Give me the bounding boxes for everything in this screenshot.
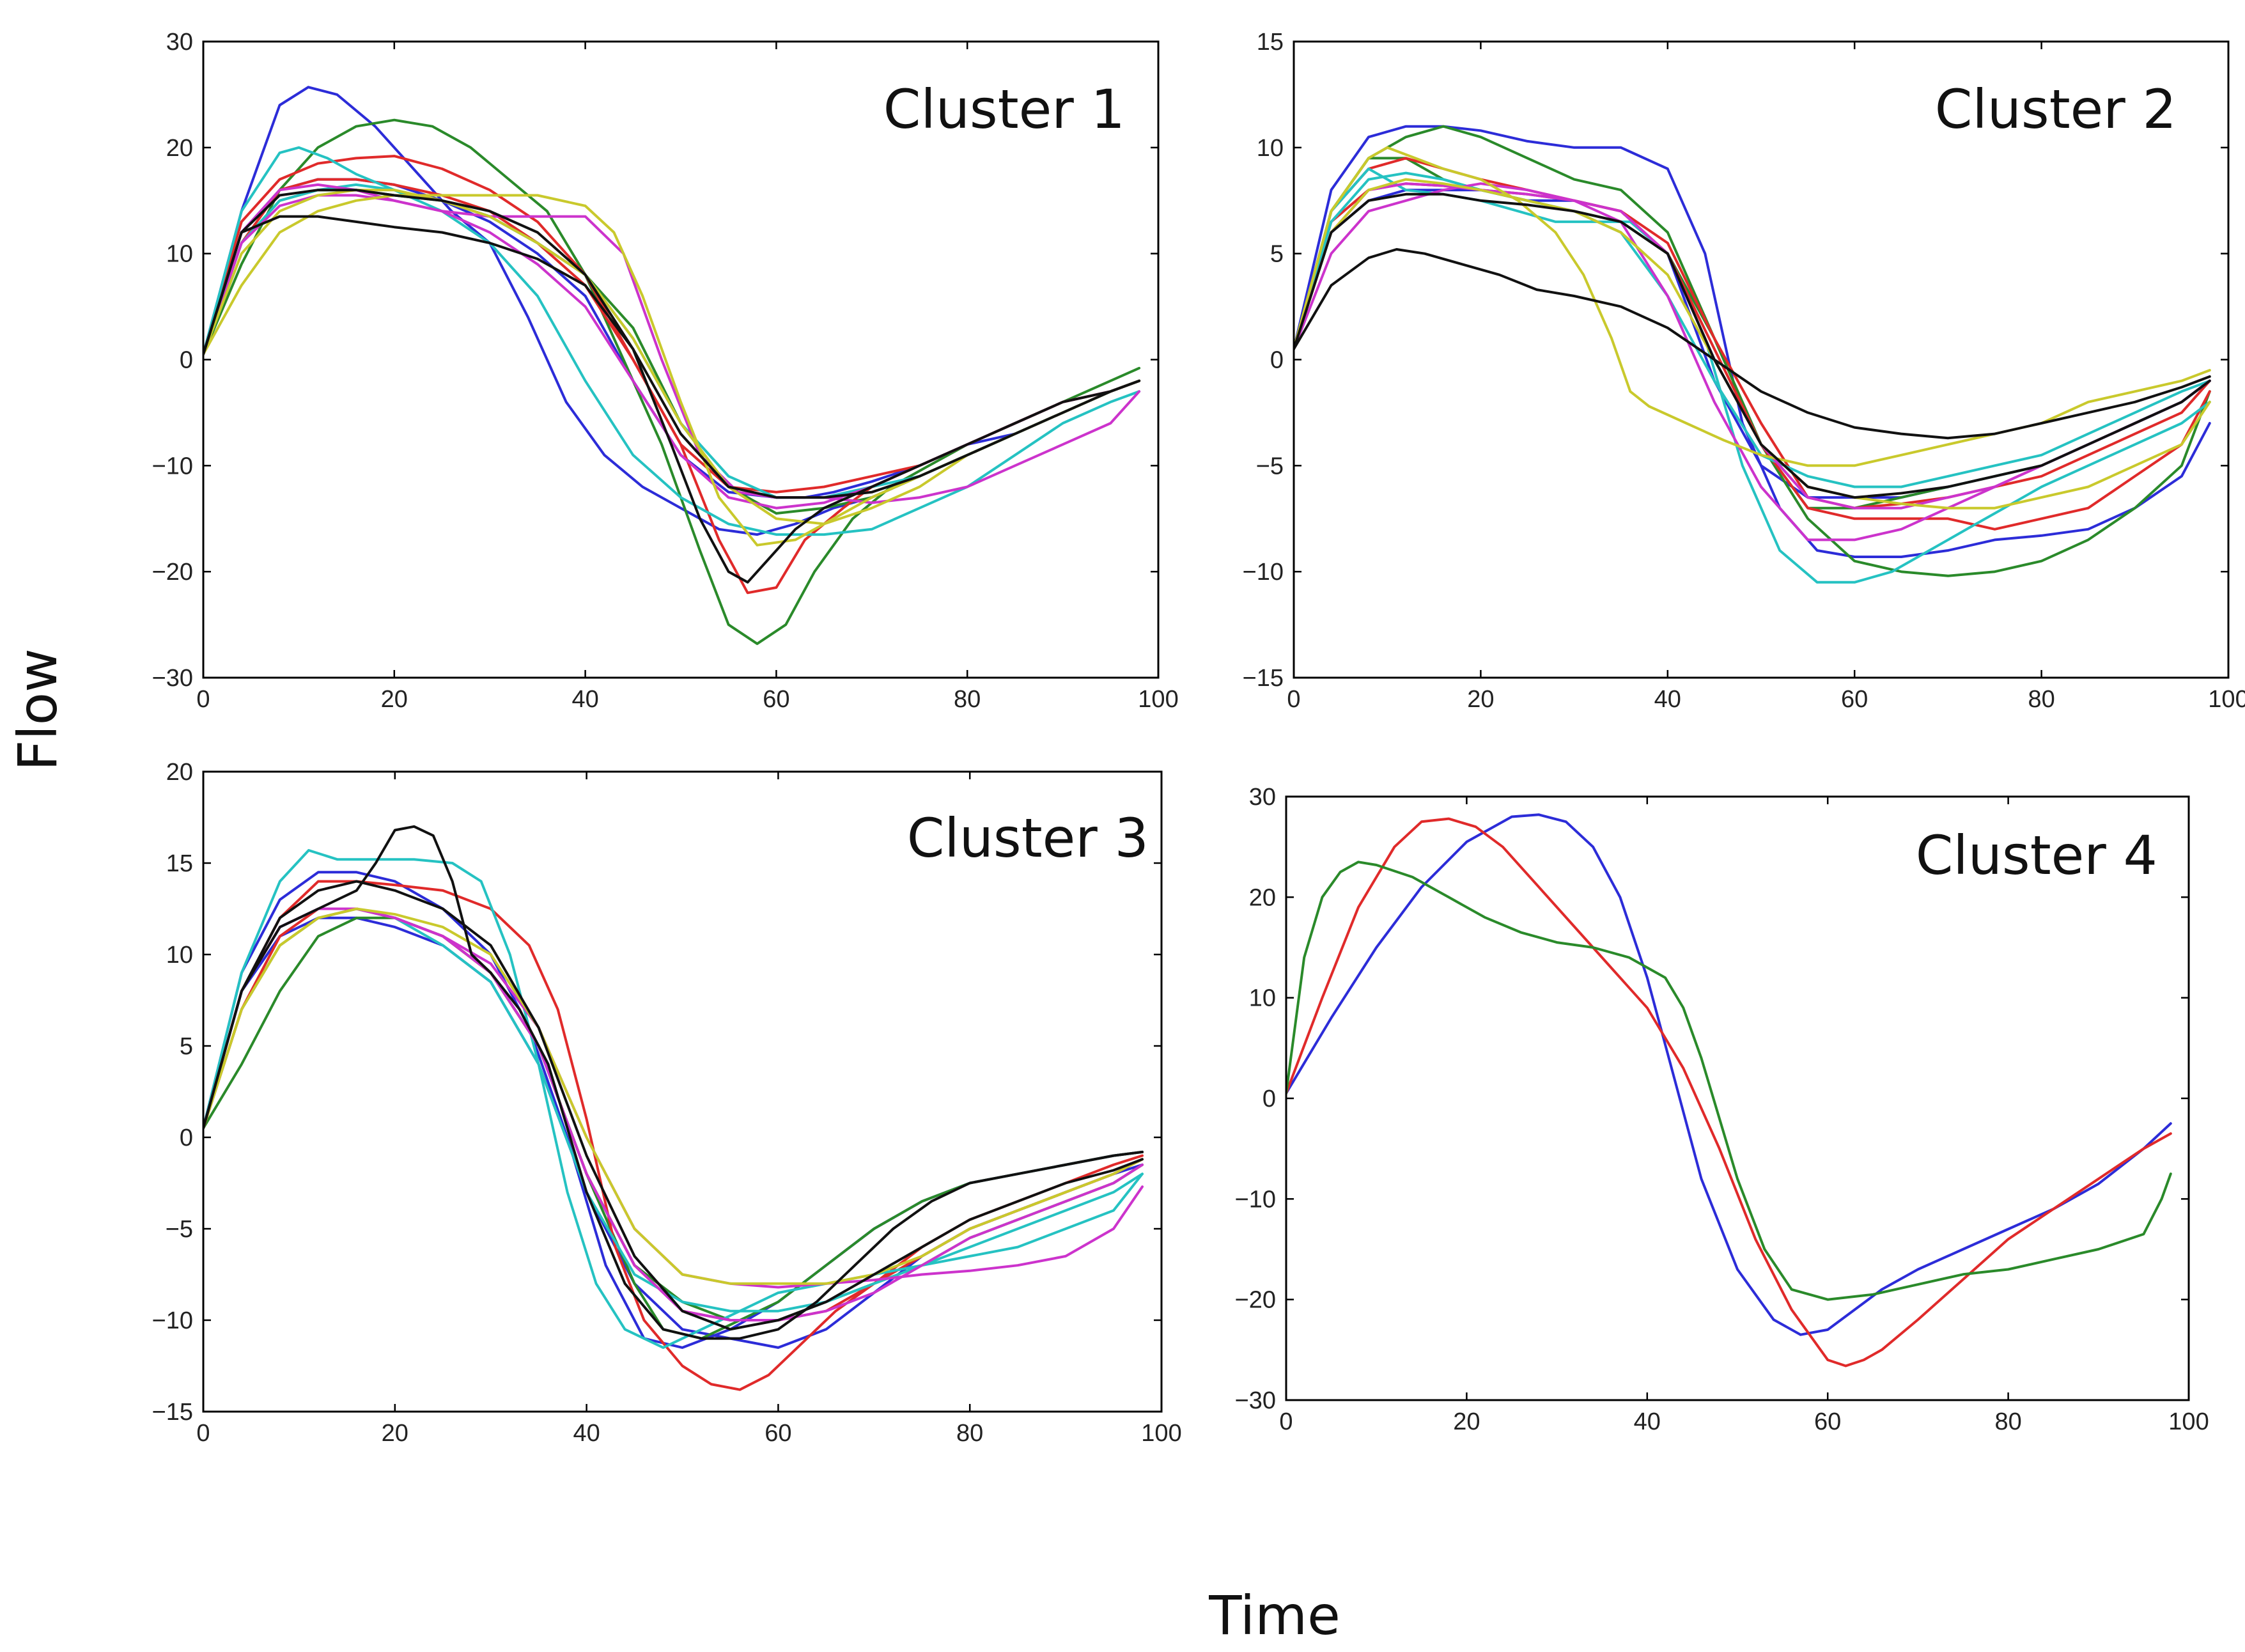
series-line-cyan-1	[203, 849, 1144, 1349]
y-tick-label: −30	[1235, 1387, 1276, 1414]
series-line-magenta-2	[203, 907, 1144, 1321]
x-tick-label: 20	[381, 686, 408, 713]
x-tick-label: 60	[763, 686, 789, 713]
x-tick-label: 60	[1814, 1408, 1841, 1435]
y-tick-label: −20	[1235, 1287, 1276, 1314]
y-tick-label: −15	[152, 1399, 193, 1426]
series-line-black-2	[203, 880, 1144, 1331]
series-line-blue	[1286, 813, 2172, 1336]
series-group	[203, 825, 1144, 1391]
x-tick-label: 0	[1279, 1408, 1293, 1435]
x-tick-label: 20	[382, 1420, 408, 1447]
x-tick-label: 40	[573, 1420, 600, 1447]
series-group	[1294, 125, 2211, 584]
cluster-1-panel: 0 20 40 60 80 100 −30 −20 −10 0 10 20 30 Cluster 1	[152, 29, 1179, 713]
y-tick-label: −10	[152, 453, 193, 479]
x-tick-label: 20	[1453, 1408, 1480, 1435]
x-tick-label: 100	[1138, 686, 1178, 713]
series-line-black-2	[203, 189, 1141, 499]
x-tick-label: 80	[1994, 1408, 2021, 1435]
cluster-title: Cluster 1	[883, 78, 1125, 141]
y-tick-label: −10	[1235, 1186, 1276, 1213]
series-line-black-2	[1294, 192, 2211, 499]
series-line-red	[1286, 817, 2172, 1368]
y-tick-label: 15	[1257, 29, 1284, 56]
axes-frame	[202, 770, 1163, 1413]
cluster-3-panel: 0 20 40 60 80 100 −15 −10 −5 0 5 10 15 20 Cluster 3	[152, 759, 1182, 1447]
series-line-green	[1286, 861, 2172, 1301]
x-tick-label: 80	[956, 1420, 983, 1447]
y-tick-label: 10	[1249, 985, 1276, 1012]
series-group	[203, 86, 1141, 645]
y-tick-label: −10	[152, 1307, 193, 1334]
series-line-cyan-1	[203, 146, 1141, 536]
y-tick-label: −5	[1256, 453, 1284, 479]
y-tick-label: 0	[180, 1125, 193, 1151]
cluster-title: Cluster 3	[907, 807, 1149, 869]
y-tick-label: −30	[152, 665, 193, 692]
cluster-title: Cluster 4	[1916, 824, 2157, 887]
x-tick-label: 40	[1654, 686, 1681, 713]
x-tick-label: 40	[1634, 1408, 1661, 1435]
series-line-black-1	[203, 825, 1144, 1340]
x-tick-label: 80	[2028, 686, 2055, 713]
x-tick-label: 0	[196, 1420, 210, 1447]
x-axis-title: Time	[1208, 1584, 1340, 1647]
x-tick-label: 80	[954, 686, 981, 713]
series-line-magenta-1	[203, 183, 1141, 504]
y-tick-label: 0	[1262, 1086, 1276, 1112]
series-line-yellow-1	[203, 907, 1144, 1285]
x-tick-label: 60	[1841, 686, 1868, 713]
x-tick-label: 100	[1141, 1420, 1181, 1447]
y-tick-label: 0	[180, 347, 193, 374]
y-tick-label: 20	[166, 135, 193, 162]
y-tick-label: 30	[166, 29, 193, 56]
y-tick-label: 20	[166, 759, 193, 786]
y-tick-label: 5	[180, 1033, 193, 1060]
x-tick-label: 20	[1467, 686, 1494, 713]
cluster-title: Cluster 2	[1935, 78, 2177, 141]
y-tick-label: 5	[1270, 241, 1284, 268]
x-tick-label: 0	[1287, 686, 1300, 713]
x-tick-label: 0	[196, 686, 210, 713]
x-tick-label: 60	[765, 1420, 791, 1447]
series-line-black-1	[203, 215, 1141, 584]
series-group	[1286, 813, 2172, 1368]
series-line-red-1	[1294, 157, 2211, 531]
cluster-4-panel: 0 20 40 60 80 100 −30 −20 −10 0 10 20 30 Cluster 4	[1235, 784, 2209, 1435]
y-tick-label: −15	[1243, 665, 1284, 692]
y-axis-title: Flow	[6, 648, 69, 771]
series-line-cyan-2	[1294, 171, 2211, 488]
y-tick-label: 0	[1270, 347, 1284, 374]
y-tick-label: 20	[1249, 884, 1276, 911]
y-tick-label: 15	[166, 850, 193, 877]
y-tick-label: 10	[166, 241, 193, 268]
y-tick-label: 10	[1257, 135, 1284, 162]
y-tick-label: −20	[152, 559, 193, 586]
y-tick-label: −5	[166, 1216, 193, 1243]
cluster-2-panel: 0 20 40 60 80 100 −15 −10 −5 0 5 10 15 Cluster 2	[1243, 29, 2245, 713]
x-tick-label: 100	[2208, 686, 2245, 713]
y-tick-label: 10	[166, 942, 193, 969]
x-tick-label: 100	[2168, 1408, 2209, 1435]
y-tick-label: 30	[1249, 784, 1276, 811]
y-tick-label: −10	[1243, 559, 1284, 586]
x-tick-label: 40	[571, 686, 598, 713]
